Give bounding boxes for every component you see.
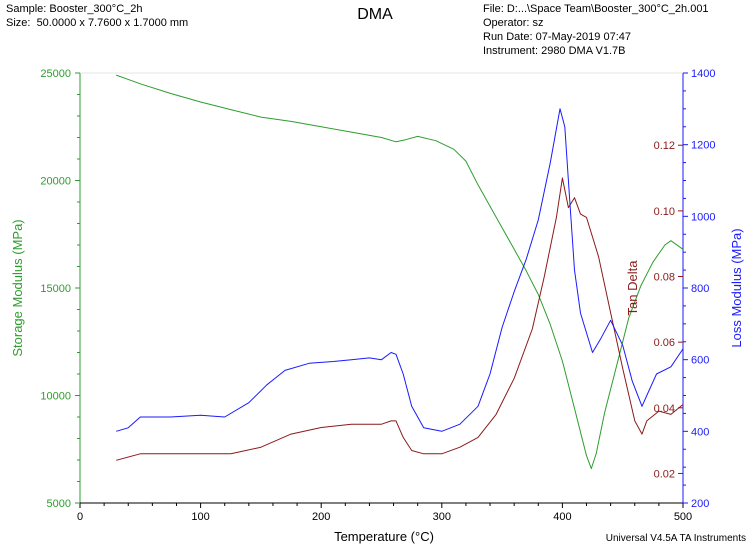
x-tick-label: 300 [433,511,451,523]
file-path: File: D:...\Space Team\Booster_300°C_2h.… [483,3,709,15]
software-footer: Universal V4.5A TA Instruments [605,533,746,544]
tan-delta-tick-label: 0.12 [654,140,675,152]
loss-tick-label: 400 [691,426,709,438]
x-tick-label: 200 [312,511,330,523]
instrument: Instrument: 2980 DMA V1.7B [483,45,626,57]
loss-tick-label: 600 [691,355,709,367]
tan-delta-tick-label: 0.08 [654,272,675,284]
series-group [116,74,684,470]
loss-tick-label: 1400 [691,68,715,80]
operator: Operator: sz [483,17,544,29]
tan-delta-line [116,177,684,461]
sample-info: Sample: Booster_300°C_2h Size: 50.0000 x … [6,2,188,30]
loss-axis-label: Loss Modulus (MPa) [729,228,744,347]
tan-delta-axis-label: Tan Delta [625,260,640,316]
chart-title: DMA [357,6,393,23]
sample-name: Sample: Booster_300°C_2h [6,3,143,15]
loss-modulus-line [116,108,684,432]
left-axis-label: Storage Modulus (MPa) [10,219,25,356]
storage-modulus-line [116,74,684,470]
x-tick-label: 400 [553,511,571,523]
left-tick-label: 10000 [40,391,71,403]
axes-group: 0 100 200 300 400 500 5000 10000 15000 20000 25000… [10,68,744,544]
loss-tick-label: 1200 [691,140,715,152]
x-tick-label: 500 [674,511,692,523]
tan-delta-tick-label: 0.10 [654,206,675,218]
left-tick-label: 5000 [47,498,71,510]
tan-delta-tick-label: 0.02 [654,468,675,480]
left-tick-label: 25000 [40,68,71,80]
x-axis-label: Temperature (°C) [334,529,434,544]
tan-delta-tick-label: 0.06 [654,337,675,349]
x-tick-label: 100 [191,511,209,523]
tan-delta-tick-label: 0.04 [654,403,675,415]
loss-tick-label: 1000 [691,211,715,223]
x-tick-label: 0 [77,511,83,523]
run-info: File: D:...\Space Team\Booster_300°C_2h.… [483,2,709,58]
loss-tick-label: 200 [691,498,709,510]
left-tick-label: 20000 [40,176,71,188]
loss-tick-label: 800 [691,283,709,295]
run-date: Run Date: 07-May-2019 07:47 [483,31,631,43]
left-tick-label: 15000 [40,283,71,295]
sample-size: Size: 50.0000 x 7.7600 x 1.7000 mm [6,17,189,29]
